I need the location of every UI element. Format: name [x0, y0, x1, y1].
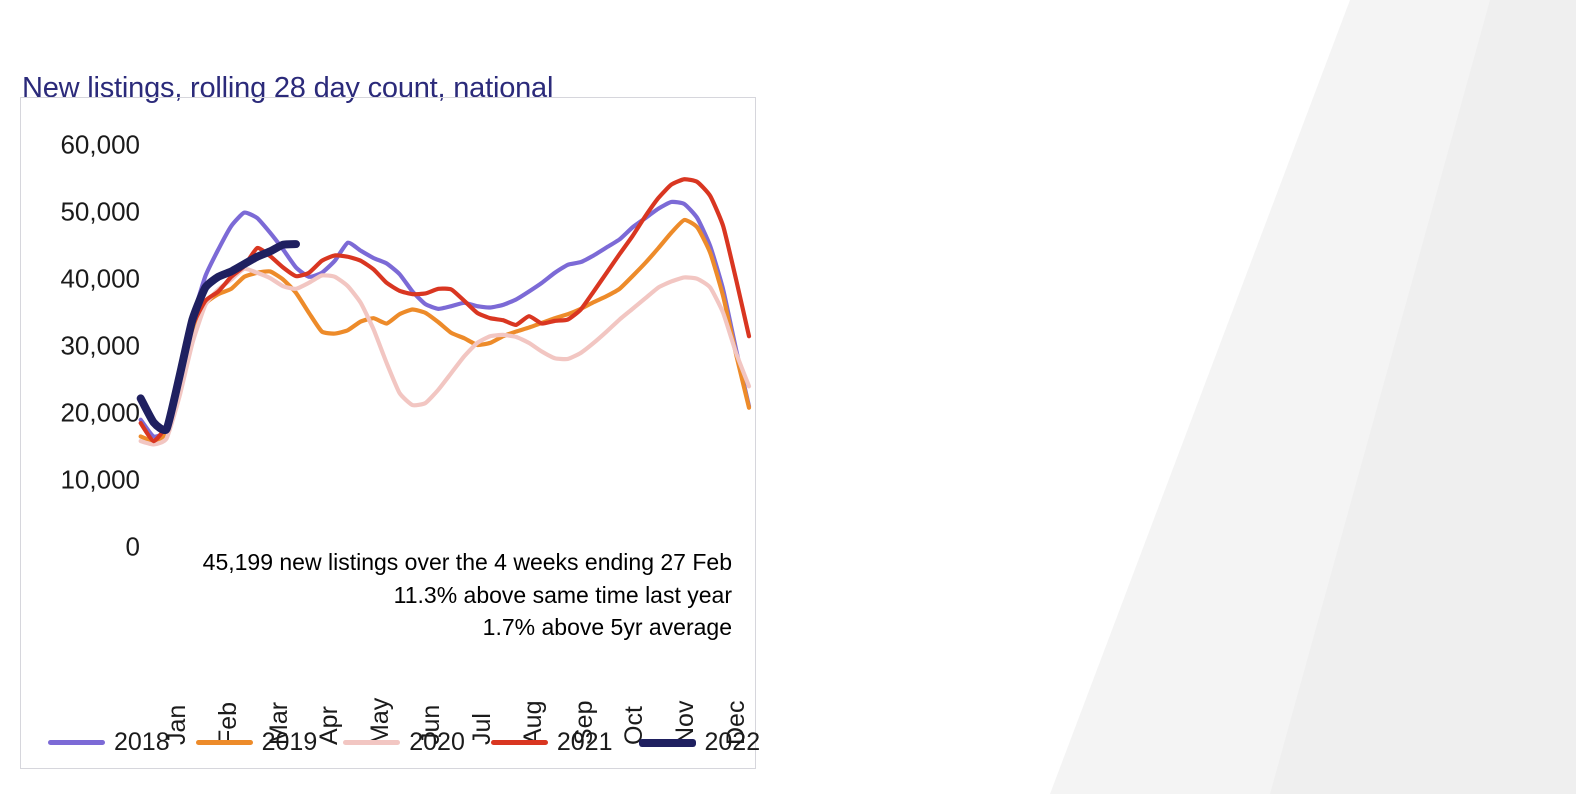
legend-label: 2019	[261, 728, 318, 756]
series-line-2018	[138, 199, 752, 439]
new-listings-panel: New listings, rolling 28 day count, nati…	[20, 72, 760, 769]
legend-item-2018[interactable]: 2018	[48, 728, 170, 757]
series-line-2022	[136, 240, 300, 435]
series-line-2021	[138, 177, 752, 444]
annotation-line-2: 11.3% above same time last year	[393, 581, 732, 608]
y-axis-tick-label: 150,000	[1472, 331, 1576, 362]
y-axis-tick-label: 60,000	[60, 129, 140, 160]
y-axis-tick-label: 300,000	[1472, 130, 1576, 161]
legend-swatch-2019	[195, 740, 253, 745]
y-axis-tick-label: 50,000	[60, 196, 140, 227]
series-line-2020	[138, 266, 752, 447]
y-axis-tick-label: 200,000	[1472, 264, 1576, 295]
legend-item-2022[interactable]: 2022	[638, 728, 761, 757]
legend-swatch-2020	[343, 740, 401, 745]
background-diagonal-decoration	[1050, 0, 1576, 794]
y-axis-tick-label: 10,000	[60, 464, 140, 495]
y-axis-tick-label: 50,000	[1472, 465, 1576, 496]
legend-label: 2020	[409, 728, 465, 756]
y-axis-tick-label: 30,000	[60, 330, 140, 361]
y-axis-tick-label: 0	[125, 531, 140, 562]
legend-label: 2018	[114, 728, 170, 756]
new-listings-annotation: 45,199 new listings over the 4 weeks end…	[200, 546, 732, 644]
y-axis-tick-label: 250,000	[1472, 197, 1576, 228]
series-line-2019	[138, 217, 752, 444]
y-axis-tick-label: 20,000	[60, 397, 140, 428]
legend-swatch-2021	[490, 740, 548, 745]
legend-item-2020[interactable]: 2020	[343, 728, 465, 757]
y-axis-tick-label: 0	[1472, 532, 1576, 563]
total-listings-panel: Total listings, rolling 28 day count, na…	[790, 0, 1576, 794]
legend-item-2019[interactable]: 2019	[195, 728, 318, 757]
y-axis-tick-label: 100,000	[1472, 398, 1576, 429]
legend-item-2021[interactable]: 2021	[490, 728, 613, 757]
page-title: New listings, rolling 28 day count, nati…	[22, 72, 554, 105]
legend-label: 2022	[704, 728, 761, 756]
y-axis-tick-label: 40,000	[60, 263, 140, 294]
annotation-line-3: 1.7% above 5yr average	[482, 614, 732, 641]
annotation-line-1: 45,199 new listings over the 4 weeks end…	[202, 549, 732, 575]
legend-swatch-2018	[48, 740, 105, 745]
legend-swatch-2022	[638, 738, 696, 747]
legend-label: 2021	[556, 728, 613, 756]
new-listings-plot	[136, 177, 752, 447]
new-listings-chart	[20, 97, 756, 769]
legend-left: 2018 2019 2020 2021 2022	[48, 728, 760, 757]
